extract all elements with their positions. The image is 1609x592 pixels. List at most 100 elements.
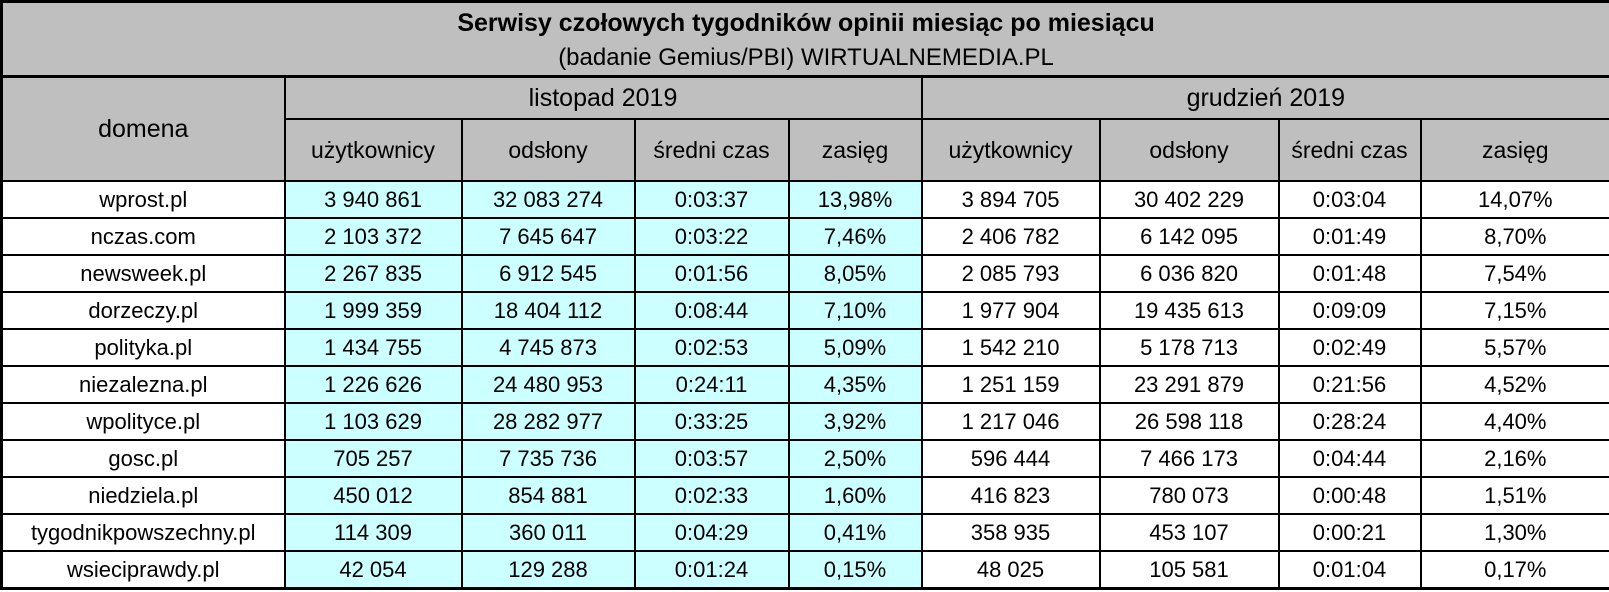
data-cell: 5,09%	[787, 328, 923, 367]
data-cell: 0:24:11	[633, 365, 790, 404]
data-cell: 23 291 879	[1098, 365, 1280, 404]
table-row-wsieciprawdy: wsieciprawdy.pl 42 054 129 288 0:01:24 0…	[0, 550, 1609, 590]
data-cell: 0:01:04	[1277, 550, 1422, 590]
data-cell: 0:03:37	[633, 180, 790, 219]
data-cell: 6 142 095	[1098, 217, 1280, 256]
data-cell: 2 103 372	[283, 217, 463, 256]
data-cell: 4 745 873	[460, 328, 636, 367]
data-cell: 13,98%	[787, 180, 923, 219]
data-cell: 5,57%	[1419, 328, 1609, 367]
data-cell: 14,07%	[1419, 180, 1609, 219]
data-cell: 0:01:24	[633, 550, 790, 590]
domain-cell: polityka.pl	[0, 328, 286, 367]
data-cell: 0:28:24	[1277, 402, 1422, 441]
subcolumn-header-row: użytkownicy odsłony średni czas zasięg u…	[2, 118, 1609, 182]
data-cell: 0:02:49	[1277, 328, 1422, 367]
table-row-niezalezna: niezalezna.pl 1 226 626 24 480 953 0:24:…	[0, 365, 1609, 404]
data-cell: 360 011	[460, 513, 636, 552]
table-row-nczas: nczas.com 2 103 372 7 645 647 0:03:22 7,…	[0, 217, 1609, 256]
data-cell: 1,60%	[787, 476, 923, 515]
data-cell: 0,17%	[1419, 550, 1609, 590]
data-cell: 114 309	[283, 513, 463, 552]
data-cell: 4,52%	[1419, 365, 1609, 404]
data-cell: 24 480 953	[460, 365, 636, 404]
table-subtitle: (badanie Gemius/PBI) WIRTUALNEMEDIA.PL	[558, 43, 1054, 71]
data-cell: 0:01:56	[633, 254, 790, 293]
data-cell: 8,05%	[787, 254, 923, 293]
table-row-wpolityce: wpolityce.pl 1 103 629 28 282 977 0:33:2…	[0, 402, 1609, 441]
column-group-grudzien-2019: grudzień 2019	[920, 75, 1609, 120]
data-cell: 1,51%	[1419, 476, 1609, 515]
data-cell: 48 025	[920, 550, 1101, 590]
data-cell: 4,35%	[787, 365, 923, 404]
data-cell: 7 735 736	[460, 439, 636, 478]
table-row-polityka: polityka.pl 1 434 755 4 745 873 0:02:53 …	[0, 328, 1609, 367]
data-cell: 18 404 112	[460, 291, 636, 330]
table-row-dorzeczy: dorzeczy.pl 1 999 359 18 404 112 0:08:44…	[0, 291, 1609, 330]
data-cell: 3 894 705	[920, 180, 1101, 219]
domain-cell: tygodnikpowszechny.pl	[0, 513, 286, 552]
domain-cell: niedziela.pl	[0, 476, 286, 515]
data-cell: 0:01:48	[1277, 254, 1422, 293]
data-cell: 0:00:21	[1277, 513, 1422, 552]
data-cell: 0,15%	[787, 550, 923, 590]
data-cell: 7 645 647	[460, 217, 636, 256]
data-cell: 1 217 046	[920, 402, 1101, 441]
data-cell: 1 999 359	[283, 291, 463, 330]
data-cell: 0:00:48	[1277, 476, 1422, 515]
data-cell: 0:04:44	[1277, 439, 1422, 478]
data-cell: 0:01:49	[1277, 217, 1422, 256]
data-cell: 1,30%	[1419, 513, 1609, 552]
data-cell: 0,41%	[787, 513, 923, 552]
column-header-dec-odslony: odsłony	[1098, 118, 1280, 182]
data-cell: 854 881	[460, 476, 636, 515]
data-cell: 2,50%	[787, 439, 923, 478]
data-cell: 0:02:53	[633, 328, 790, 367]
data-cell: 0:04:29	[633, 513, 790, 552]
data-cell: 0:02:33	[633, 476, 790, 515]
data-cell: 453 107	[1098, 513, 1280, 552]
data-cell: 6 912 545	[460, 254, 636, 293]
data-cell: 30 402 229	[1098, 180, 1280, 219]
column-header-dec-uzytkownicy: użytkownicy	[920, 118, 1101, 182]
data-cell: 32 083 274	[460, 180, 636, 219]
data-cell: 129 288	[460, 550, 636, 590]
data-cell: 0:09:09	[1277, 291, 1422, 330]
table-title-row: Serwisy czołowych tygodników opinii mies…	[0, 0, 1609, 78]
table-row-niedziela: niedziela.pl 450 012 854 881 0:02:33 1,6…	[0, 476, 1609, 515]
month-group-header-row: domena listopad 2019 grudzień 2019	[0, 75, 1609, 182]
table-row-tygodnikpowszechny: tygodnikpowszechny.pl 114 309 360 011 0:…	[0, 513, 1609, 552]
column-group-listopad-2019: listopad 2019	[283, 75, 923, 120]
data-cell: 780 073	[1098, 476, 1280, 515]
column-header-dec-zasieg: zasięg	[1419, 118, 1609, 182]
data-cell: 7,10%	[787, 291, 923, 330]
data-cell: 7,54%	[1419, 254, 1609, 293]
data-cell: 6 036 820	[1098, 254, 1280, 293]
domain-cell: niezalezna.pl	[0, 365, 286, 404]
data-cell: 26 598 118	[1098, 402, 1280, 441]
column-header-domena: domena	[0, 75, 286, 182]
data-cell: 3,92%	[787, 402, 923, 441]
domain-cell: wsieciprawdy.pl	[0, 550, 286, 590]
data-cell: 1 542 210	[920, 328, 1101, 367]
data-cell: 42 054	[283, 550, 463, 590]
table-title-cell: Serwisy czołowych tygodników opinii mies…	[0, 0, 1609, 78]
domain-cell: nczas.com	[0, 217, 286, 256]
domain-cell: gosc.pl	[0, 439, 286, 478]
data-cell: 7,15%	[1419, 291, 1609, 330]
column-header-nov-sredni-czas: średni czas	[633, 118, 790, 182]
data-cell: 28 282 977	[460, 402, 636, 441]
column-header-nov-uzytkownicy: użytkownicy	[283, 118, 463, 182]
data-cell: 450 012	[283, 476, 463, 515]
table-row-newsweek: newsweek.pl 2 267 835 6 912 545 0:01:56 …	[0, 254, 1609, 293]
data-cell: 1 977 904	[920, 291, 1101, 330]
data-cell: 705 257	[283, 439, 463, 478]
data-cell: 0:21:56	[1277, 365, 1422, 404]
domain-cell: dorzeczy.pl	[0, 291, 286, 330]
data-cell: 7,46%	[787, 217, 923, 256]
data-cell: 19 435 613	[1098, 291, 1280, 330]
data-cell: 4,40%	[1419, 402, 1609, 441]
domain-cell: newsweek.pl	[0, 254, 286, 293]
table-row-wprost: wprost.pl 3 940 861 32 083 274 0:03:37 1…	[0, 180, 1609, 219]
